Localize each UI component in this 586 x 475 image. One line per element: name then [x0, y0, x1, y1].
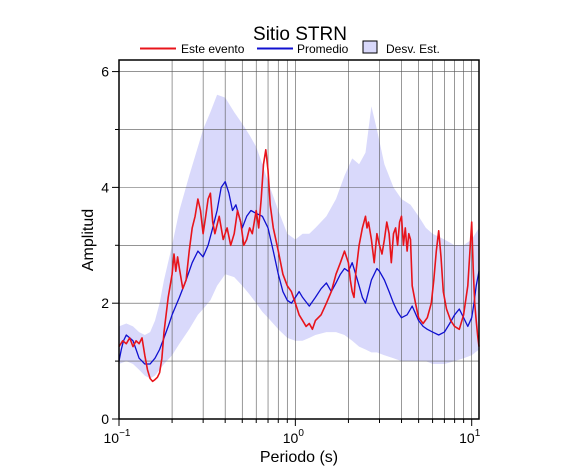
y-tick-label: 4: [101, 179, 109, 195]
y-tick-label: 0: [101, 411, 109, 427]
plot-area: [112, 59, 480, 426]
legend-label-desv-est: Desv. Est.: [386, 42, 440, 56]
legend-label-este-evento: Este evento: [181, 42, 245, 56]
x-axis-label: Periodo (s): [260, 449, 338, 466]
axis-ticks: [112, 71, 473, 426]
plot-frame: [118, 59, 480, 420]
x-tick-label: 100: [283, 428, 305, 446]
y-tick-label: 6: [101, 64, 109, 80]
legend-swatch-desv-est: [362, 40, 378, 54]
grid: [119, 60, 479, 419]
y-tick-labels: 0 2 4 6: [101, 64, 109, 427]
chart-title: Sitio STRN: [253, 24, 347, 45]
series-line-este-evento: [118, 149, 480, 383]
legend-label-promedio: Promedio: [297, 42, 349, 56]
x-tick-label: 101: [459, 428, 481, 446]
legend: Este evento Promedio Desv. Est.: [140, 40, 440, 56]
std-dev-band: [119, 94, 479, 379]
series-line-promedio: [118, 180, 480, 365]
y-axis-label: Amplitud: [80, 209, 97, 271]
y-tick-label: 2: [101, 295, 109, 311]
x-tick-labels: 10−1 100 101: [104, 428, 481, 446]
x-tick-label: 10−1: [104, 428, 131, 446]
